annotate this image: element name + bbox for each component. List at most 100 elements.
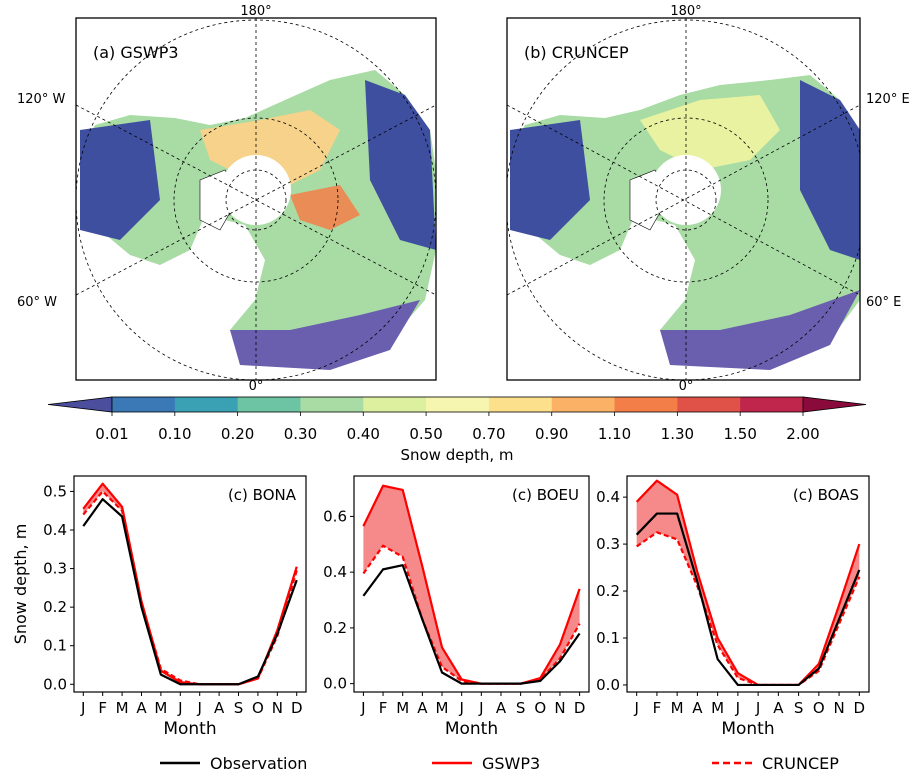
x-tick-label: J [478,699,483,717]
colorbar-segment [488,397,553,412]
map-a-arctic-hole [221,155,291,225]
uncertainty-band [636,480,860,685]
y-tick-label: 0.0 [596,676,620,694]
x-tick-label: O [534,699,546,717]
map-a-meridian-60 [76,104,436,296]
colorbar-tick-label: 0.01 [95,425,128,443]
x-tick-label: M [711,699,724,717]
x-tick-label: O [252,699,264,717]
x-tick-label: A [496,699,507,717]
series-line-observation [635,512,861,687]
map-a-lon-left: 120° W [17,92,65,107]
chart-title: (c) BOAS [793,486,859,504]
series-line-gswp3 [362,484,581,685]
y-tick-label: 0.5 [43,482,67,500]
y-tick-label: 0.0 [323,675,347,693]
map-b-east-land [800,80,860,260]
map-b-west-land [510,120,590,240]
map-b-panel-label: (b) CRUNCEP [524,43,629,62]
colorbar-segment [300,397,364,412]
map-a-lon-lower-left: 60° W [17,295,57,310]
map-b-lon-right: 120° E [866,92,910,107]
colorbar-segment [677,397,741,412]
y-tick-label: 0.2 [43,598,67,616]
x-tick-label: J [735,699,740,717]
map-b-south-land [660,290,860,370]
colorbar: 0.01 0.10 0.20 0.30 0.40 0.50 0.70 0.90 1.10 1.30… [47,396,867,443]
legend-label-cruncep: CRUNCEP [762,754,839,773]
colorbar-tick-label: 0.10 [158,425,191,443]
x-tick-label: O [813,699,825,717]
series-line-gswp3 [82,482,298,686]
chart-frame [73,475,307,693]
colorbar-segment [426,397,490,412]
colorbar-label: Snow depth, m [400,446,513,464]
colorbar-segment [614,397,678,412]
map-b-meridian-120 [507,104,860,296]
x-tick-label: D [574,699,586,717]
x-tick-label: A [417,699,428,717]
colorbar-segment [237,397,301,412]
y-tick-label: 0.4 [596,488,620,506]
colorbar-segment [363,397,427,412]
x-tick-label: N [554,699,565,717]
x-tick-label: J [360,699,365,717]
line-charts: J F M A M J J A S O N D0.00.10.20.30.40.5 (c) BONAMo… [11,475,870,739]
chart-title: (c) BONA [228,486,297,504]
y-tick-label: 0.2 [596,582,620,600]
x-tick-label: J [633,699,638,717]
y-tick-label: 0.0 [43,675,67,693]
x-tick-label: D [854,699,866,717]
y-tick-label: 0.3 [43,560,67,578]
y-tick-label: 0.1 [43,637,67,655]
map-b-arctic-hole [651,155,721,225]
x-tick-label: F [98,699,107,717]
x-tick-label: M [154,699,167,717]
x-tick-label: J [80,699,85,717]
map-a-hot-region [290,185,360,230]
x-tick-label: S [794,699,804,717]
map-a-inner-ring [225,169,287,231]
x-tick-label: S [516,699,526,717]
y-tick-label: 0.4 [43,521,67,539]
map-a-west-land [80,120,160,240]
x-tick-label: F [653,699,662,717]
chart-title: (c) BOEU [512,486,579,504]
map-b-lon-top: 180° [670,4,701,19]
x-tick-label: J [458,699,463,717]
series-line-observation [82,498,298,686]
colorbar-tick-label: 0.40 [347,425,380,443]
colorbar-tick-label: 0.50 [409,425,442,443]
colorbar-tick-label: 0.90 [535,425,568,443]
map-b-frame [506,17,861,381]
colorbar-tick-label: 1.10 [598,425,631,443]
x-tick-label: A [773,699,784,717]
map-b-warm-region [640,95,780,170]
map-a-panel-label: (a) GSWP3 [93,43,179,62]
y-tick-label: 0.1 [596,629,620,647]
x-tick-label: J [196,699,201,717]
x-tick-label: M [116,699,129,717]
y-tick-label: 0.2 [323,619,347,637]
map-a-south-land [230,300,420,370]
x-tick-label: J [177,699,182,717]
map-a-frame [75,17,437,381]
x-tick-label: S [234,699,244,717]
colorbar-tick-label: 0.20 [221,425,254,443]
colorbar-tick-label: 1.50 [723,425,756,443]
x-tick-label: A [136,699,147,717]
x-tick-label: D [291,699,303,717]
map-a-meridian-120 [76,104,436,296]
x-tick-label: F [379,699,388,717]
chart-0: J F M A M J J A S O N D0.00.10.20.30.40.5 (c) BONAMo… [11,475,307,739]
series-line-observation [362,564,581,685]
uncertainty-band [83,483,297,685]
colorbar-tick-label: 0.30 [284,425,317,443]
x-tick-label: J [755,699,760,717]
x-axis-label: Month [445,719,498,739]
x-axis-label: Month [163,719,216,739]
x-tick-label: A [692,699,703,717]
